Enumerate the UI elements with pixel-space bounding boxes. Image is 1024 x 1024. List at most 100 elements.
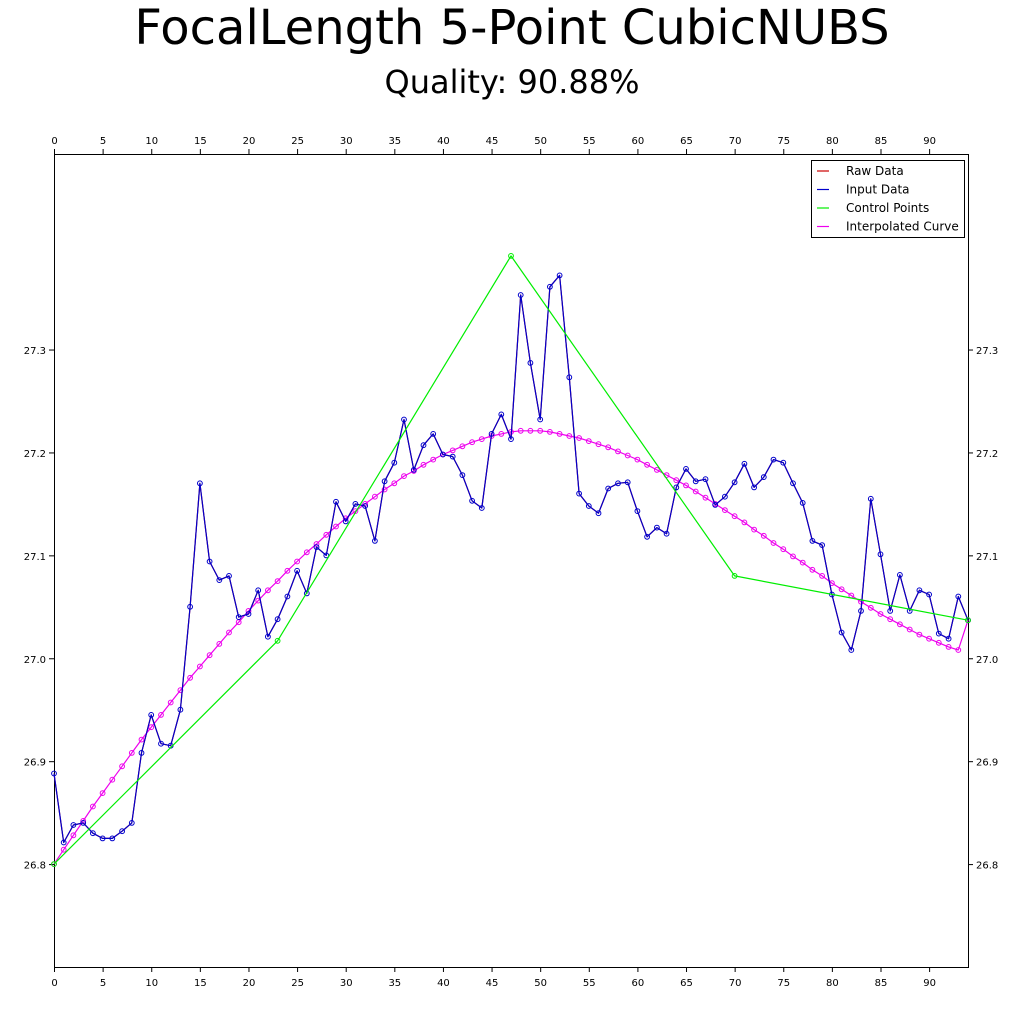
interpolated-curve-point [624,452,631,459]
interpolated-curve-point [537,427,544,434]
input-data-point [916,587,923,594]
interpolated-curve-point [391,480,398,487]
control-points-line [53,255,969,865]
interpolated-curve-point [556,431,563,437]
input-data-point [576,490,582,497]
y-tick-label-right: 26.9 [976,758,998,769]
plot-area-border [54,154,969,968]
input-data-point [440,451,446,458]
input-data-point [770,456,777,463]
interpolated-curve-point [469,439,476,446]
x-tick-label-bottom: 20 [243,978,256,989]
interpolated-curve-point [906,626,913,633]
interpolated-curve-point [158,712,164,718]
interpolated-curve-point [381,486,388,493]
x-tick-label-bottom: 0 [51,978,57,989]
input-data-point [498,411,505,418]
x-tick-label-top: 20 [243,136,256,147]
interpolated-curve-point [819,573,825,579]
y-tick-label-right: 27.3 [976,346,998,357]
interpolated-curve-point [187,674,194,681]
control-points-point [731,573,738,579]
interpolated-curve-point [167,699,174,706]
input-data-point [245,611,252,617]
x-tick-label-bottom: 90 [923,978,936,989]
input-data-point [303,590,310,597]
y-tick-label-left: 27.0 [24,655,46,666]
interpolated-curve-point [926,635,932,642]
y-tick-label-right: 27.2 [976,449,998,460]
interpolated-curve-point [867,604,874,611]
x-tick-label-bottom: 85 [875,978,888,989]
input-data-point [80,820,87,826]
x-tick-label-top: 75 [777,136,790,147]
input-data-point [265,633,271,640]
interpolated-curve-point [790,553,796,560]
input-data-point [410,467,417,473]
interpolated-curve-point [955,647,962,653]
input-data-point [342,518,349,525]
interpolated-curve-point [274,578,281,584]
interpolated-curve-point [722,507,728,514]
input-data-point [216,577,223,583]
input-data-line [53,274,969,844]
input-data-point [566,374,573,381]
x-tick-label-bottom: 25 [291,978,304,989]
input-data-point [741,460,748,467]
input-data-point [799,500,806,506]
input-data-point [459,472,466,479]
interpolated-curve-point [634,456,641,463]
interpolated-curve-point [566,433,573,439]
interpolated-curve-point [303,549,310,556]
interpolated-curve-point [916,631,923,638]
input-data-point [926,591,932,598]
input-data-point [187,603,194,610]
interpolated-curve-point [333,523,339,530]
input-data-point [712,502,719,508]
input-data-point [362,503,369,509]
interpolated-curve-point [420,461,427,468]
input-data-point [488,431,495,437]
x-tick-label-top: 10 [145,136,158,147]
raw-data-line [53,274,969,844]
input-data-point [809,538,816,544]
x-tick-label-top: 85 [875,136,888,147]
chart-subtitle: Quality: 90.88% [384,63,640,101]
input-data-point [838,629,845,636]
control-points-point [965,617,971,624]
input-data-point [790,480,796,487]
interpolated-curve-point [372,493,378,500]
input-data-point [858,608,864,614]
input-data-point [945,635,952,642]
input-data-point [819,542,825,548]
x-tick-label-top: 15 [194,136,207,147]
input-data-point [877,551,884,558]
input-data-point [508,436,514,443]
interpolated-curve-point [90,803,96,810]
x-tick-label-bottom: 65 [680,978,693,989]
y-tick-label-left: 26.9 [24,758,46,769]
input-data-point [469,497,476,504]
interpolated-curve-line [53,430,969,865]
x-tick-label-top: 45 [486,136,499,147]
y-tick-label-left: 27.3 [24,346,46,357]
input-data-point [119,828,125,835]
interpolated-curve-point [585,438,592,445]
interpolated-curve-point [449,447,456,454]
input-data-point [313,544,320,550]
interpolated-curve-point [128,750,135,756]
input-data-point [867,495,874,502]
input-data-point [644,533,650,540]
legend: Raw Data Input Data Control Points Interpol… [811,160,965,238]
input-data-point [109,835,116,842]
interpolated-curve-point [644,461,650,468]
x-tick-label-top: 80 [826,136,839,147]
input-data-point [333,498,339,505]
interpolated-curve-point [138,736,145,743]
x-tick-label-bottom: 60 [632,978,645,989]
interpolated-curve-point [945,644,952,650]
input-data-point [206,558,213,565]
input-data-point [478,505,485,511]
control-points-point [51,861,57,867]
x-tick-label-top: 70 [729,136,742,147]
